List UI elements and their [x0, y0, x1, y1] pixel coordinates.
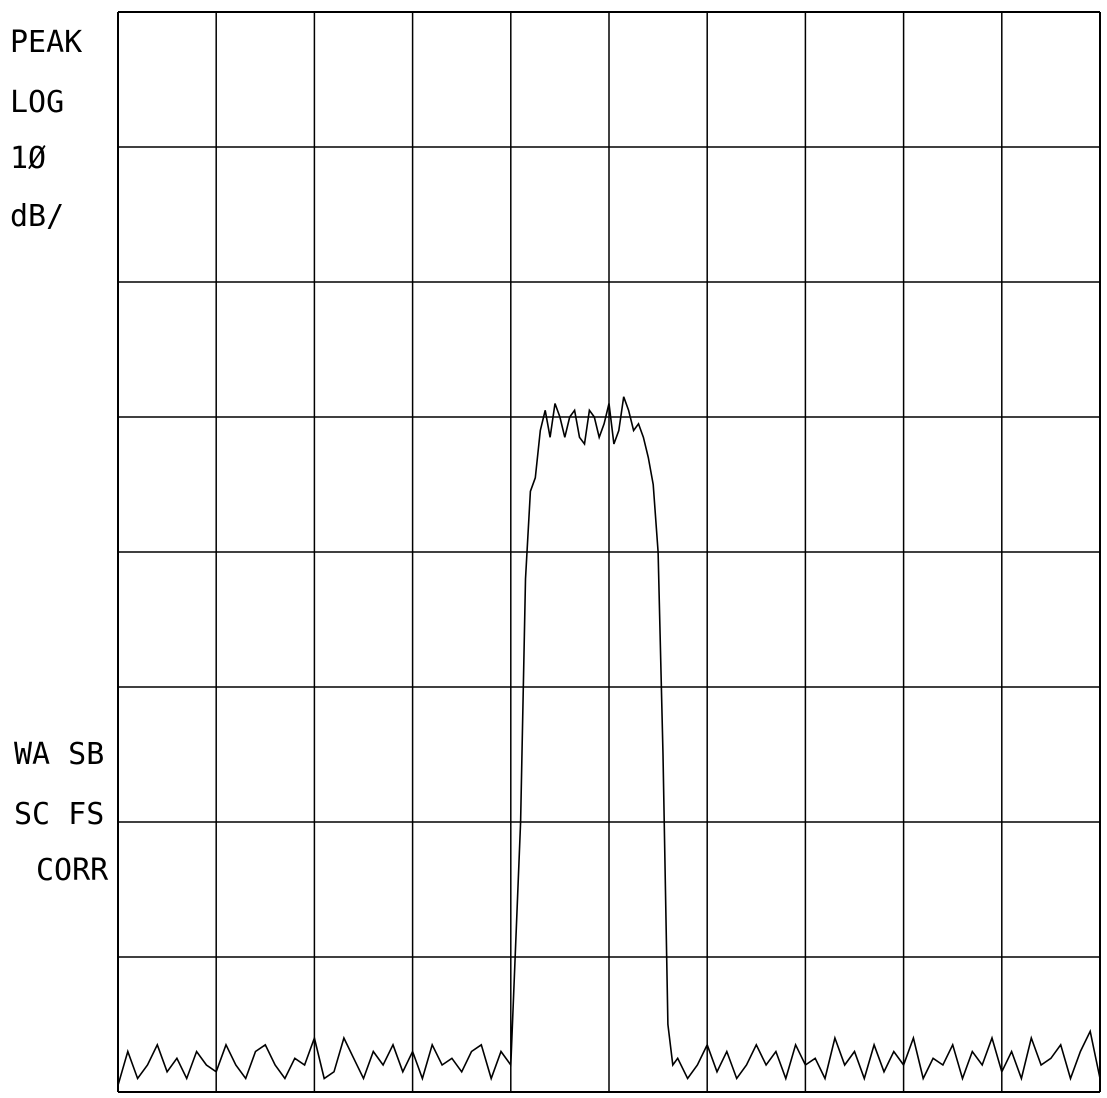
status-line-2: SC FS	[14, 797, 104, 832]
scale-value-label: 1Ø	[10, 141, 46, 176]
trace-layer	[117, 396, 1101, 1086]
scale-unit-label: dB/	[10, 199, 64, 234]
trace-line-0	[117, 396, 1101, 1086]
status-line-3: CORR	[36, 853, 109, 888]
status-line-1: WA SB	[14, 737, 104, 772]
graticule	[117, 11, 1101, 1093]
scale-type-label: LOG	[10, 85, 64, 120]
detector-label: PEAK	[10, 25, 82, 60]
